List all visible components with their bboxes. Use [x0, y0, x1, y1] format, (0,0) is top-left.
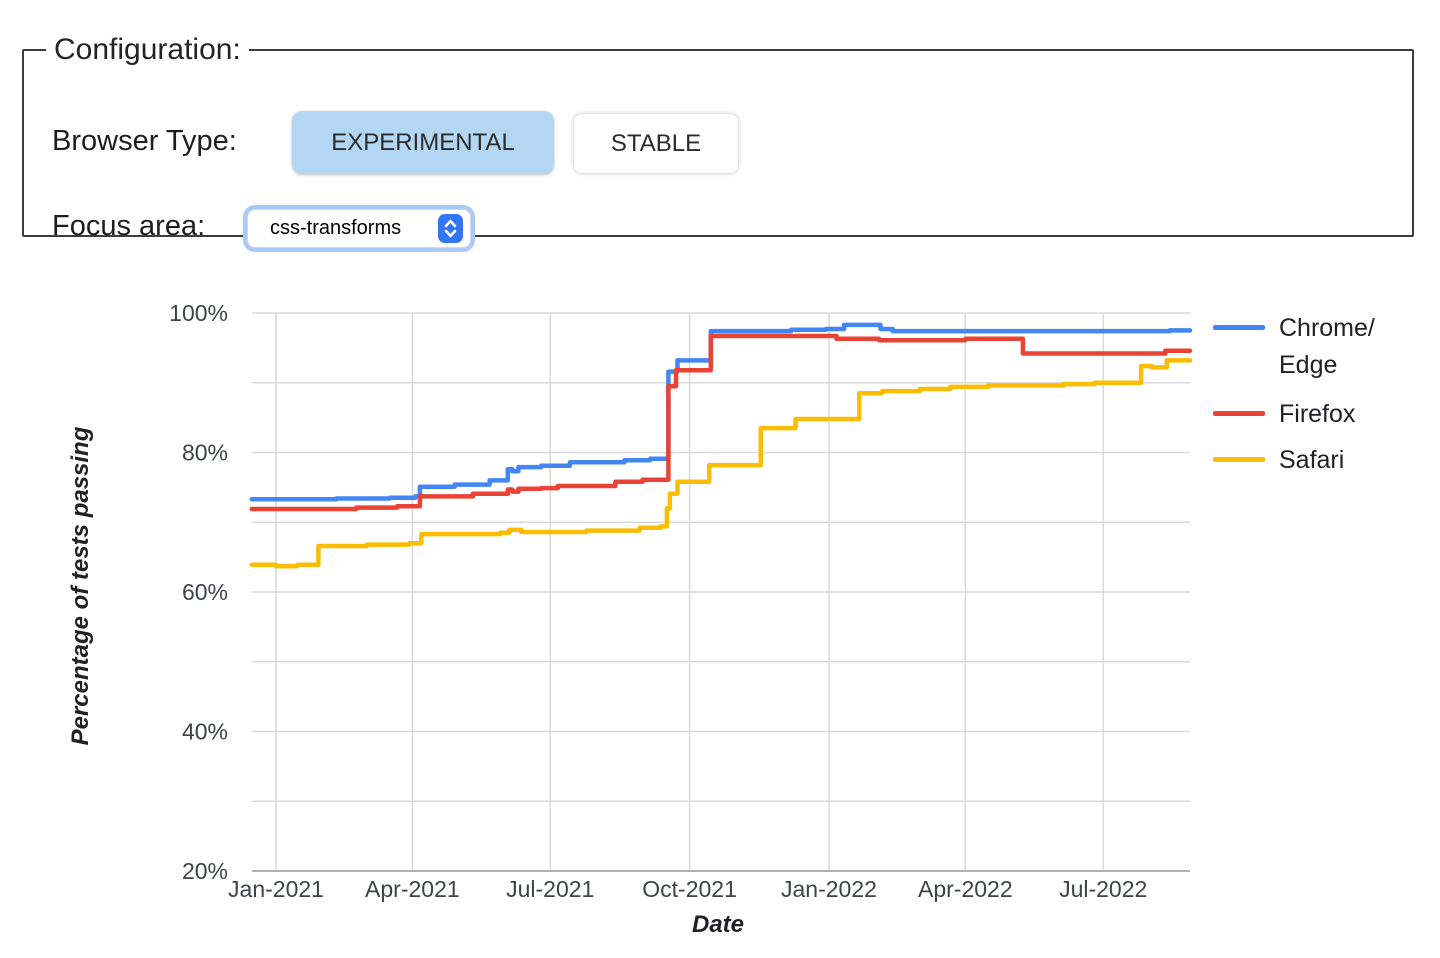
- series-line-chrome-edge: [249, 322, 1193, 502]
- firefox-line-swatch: [1213, 411, 1265, 416]
- y-tick-60%: 60%: [182, 579, 228, 605]
- y-axis-title: Percentage of tests passing: [67, 426, 94, 745]
- y-tick-40%: 40%: [182, 719, 228, 745]
- x-tick-Jul-2022: Jul-2022: [1059, 876, 1147, 902]
- legend-item-safari: Safari: [1213, 442, 1344, 479]
- configuration-fieldset: Configuration: Browser Type: EXPERIMENTA…: [22, 33, 1414, 248]
- focus-area-selected-value: css-transforms: [270, 217, 402, 239]
- legend-label-firefox: Firefox: [1279, 400, 1356, 428]
- legend-item-chrome-edge: Chrome/ Edge: [1213, 310, 1375, 384]
- x-tick-Jan-2022: Jan-2022: [781, 876, 877, 902]
- browser-type-label: Browser Type:: [52, 125, 237, 157]
- x-tick-Apr-2022: Apr-2022: [918, 876, 1013, 902]
- focus-area-label: Focus area:: [52, 210, 206, 242]
- chrome-edge-line-swatch: [1213, 325, 1265, 330]
- safari-line-swatch: [1213, 457, 1265, 462]
- y-tick-100%: 100%: [169, 300, 228, 326]
- x-axis-title: Date: [692, 911, 744, 938]
- experimental-button[interactable]: EXPERIMENTAL: [292, 111, 554, 174]
- select-up-down-icon: [438, 214, 463, 243]
- series-line-firefox: [249, 333, 1193, 512]
- x-tick-Jul-2021: Jul-2021: [506, 876, 594, 902]
- stable-button[interactable]: STABLE: [574, 114, 738, 173]
- focus-area-select[interactable]: css-transforms: [247, 209, 471, 248]
- x-tick-Oct-2021: Oct-2021: [642, 876, 737, 902]
- x-tick-Jan-2021: Jan-2021: [228, 876, 324, 902]
- legend-label-chrome-edge: Chrome/ Edge: [1279, 314, 1375, 379]
- legend-label-safari: Safari: [1279, 446, 1345, 474]
- series-line-safari: [249, 358, 1193, 569]
- configuration-legend: Configuration:: [54, 33, 241, 66]
- y-tick-80%: 80%: [182, 440, 228, 466]
- x-tick-Apr-2021: Apr-2021: [365, 876, 460, 902]
- legend-item-firefox: Firefox: [1213, 396, 1355, 433]
- y-tick-20%: 20%: [182, 858, 228, 884]
